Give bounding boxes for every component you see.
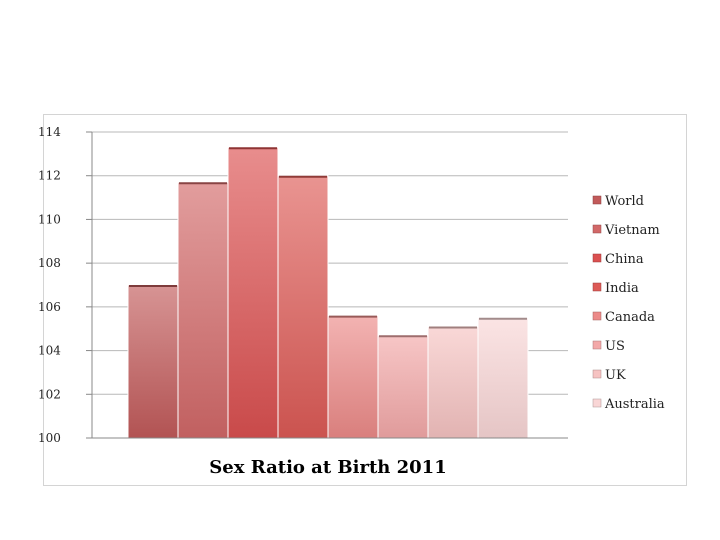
bar-vietnam bbox=[177, 181, 229, 439]
bar-uk bbox=[427, 326, 479, 439]
y-tick-label: 106 bbox=[38, 300, 61, 314]
legend-swatch-vietnam bbox=[592, 224, 602, 234]
bar-australia bbox=[477, 317, 529, 439]
legend-swatch-china bbox=[592, 253, 602, 263]
bars bbox=[127, 146, 529, 439]
legend-label-china: China bbox=[605, 252, 644, 267]
bar-canada bbox=[327, 315, 379, 439]
y-tick-label: 110 bbox=[38, 212, 61, 226]
legend-swatch-india bbox=[592, 282, 602, 292]
legend-label-us: US bbox=[605, 339, 625, 354]
legend-label-world: World bbox=[605, 194, 644, 209]
legend-label-vietnam: Vietnam bbox=[604, 223, 660, 238]
legend-swatch-australia bbox=[592, 398, 602, 408]
legend-swatch-us bbox=[592, 340, 602, 350]
legend: World Vietnam China India Canada US UK Australi… bbox=[592, 194, 665, 412]
bar-world bbox=[127, 284, 179, 439]
bar-india bbox=[277, 175, 329, 439]
legend-label-australia: Australia bbox=[604, 397, 665, 412]
legend-label-canada: Canada bbox=[605, 310, 655, 325]
y-tick-label: 112 bbox=[38, 169, 61, 183]
y-tick-label: 104 bbox=[38, 344, 61, 358]
legend-swatch-uk bbox=[592, 369, 602, 379]
bar-china bbox=[227, 146, 279, 439]
legend-swatch-world bbox=[592, 195, 602, 205]
y-tick-label: 100 bbox=[38, 431, 61, 445]
legend-label-uk: UK bbox=[605, 368, 626, 383]
y-tick-label: 102 bbox=[38, 387, 61, 401]
bar-us bbox=[377, 334, 429, 439]
chart-title: Sex Ratio at Birth 2011 bbox=[209, 457, 446, 478]
axes bbox=[91, 132, 568, 439]
y-axis-ticks: 100 102 104 106 108 110 112 114 bbox=[38, 125, 92, 445]
y-tick-label: 114 bbox=[38, 125, 61, 139]
y-tick-label: 108 bbox=[38, 256, 61, 270]
legend-swatch-canada bbox=[592, 311, 602, 321]
legend-label-india: India bbox=[605, 281, 639, 296]
